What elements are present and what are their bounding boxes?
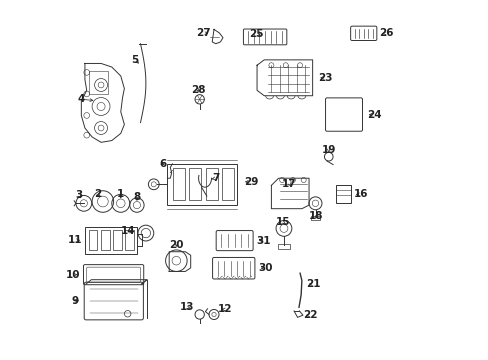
Text: 6: 6 bbox=[159, 159, 166, 169]
Text: 11: 11 bbox=[68, 235, 82, 245]
Bar bbox=[172, 168, 184, 201]
Bar bbox=[167, 164, 237, 205]
Bar bbox=[88, 71, 108, 94]
Text: 3: 3 bbox=[75, 190, 82, 200]
Text: 17: 17 bbox=[282, 179, 296, 189]
Text: 28: 28 bbox=[190, 85, 204, 95]
Bar bbox=[222, 168, 234, 201]
Bar bbox=[189, 168, 201, 201]
Text: 10: 10 bbox=[66, 270, 80, 280]
Bar bbox=[85, 226, 137, 253]
Bar bbox=[88, 230, 97, 250]
Text: 18: 18 bbox=[308, 211, 323, 221]
Text: 9: 9 bbox=[72, 296, 79, 306]
Text: 20: 20 bbox=[169, 240, 183, 250]
Bar bbox=[205, 168, 217, 201]
Text: 14: 14 bbox=[121, 226, 135, 236]
Text: 15: 15 bbox=[275, 217, 290, 227]
Text: 13: 13 bbox=[180, 302, 194, 312]
Text: 27: 27 bbox=[196, 28, 210, 38]
Bar bbox=[335, 185, 350, 203]
Bar bbox=[310, 216, 319, 220]
Text: 12: 12 bbox=[218, 305, 232, 314]
Bar bbox=[278, 244, 289, 249]
Text: 26: 26 bbox=[378, 28, 393, 38]
Text: 16: 16 bbox=[353, 189, 367, 199]
Text: 19: 19 bbox=[321, 144, 335, 154]
Text: 5: 5 bbox=[131, 55, 139, 65]
Text: 8: 8 bbox=[133, 192, 140, 202]
Text: 4: 4 bbox=[78, 94, 85, 104]
Text: 24: 24 bbox=[366, 110, 381, 120]
Text: 22: 22 bbox=[303, 310, 317, 320]
Text: 23: 23 bbox=[317, 73, 332, 83]
Text: 30: 30 bbox=[258, 263, 272, 273]
Text: 1: 1 bbox=[117, 189, 124, 199]
Text: 21: 21 bbox=[305, 279, 320, 289]
Text: 29: 29 bbox=[244, 177, 258, 187]
Text: 2: 2 bbox=[94, 189, 101, 199]
Text: 25: 25 bbox=[248, 29, 263, 39]
Text: 7: 7 bbox=[212, 173, 219, 183]
Bar bbox=[125, 230, 134, 250]
Bar bbox=[113, 230, 122, 250]
Text: 31: 31 bbox=[255, 235, 270, 246]
Bar bbox=[101, 230, 109, 250]
